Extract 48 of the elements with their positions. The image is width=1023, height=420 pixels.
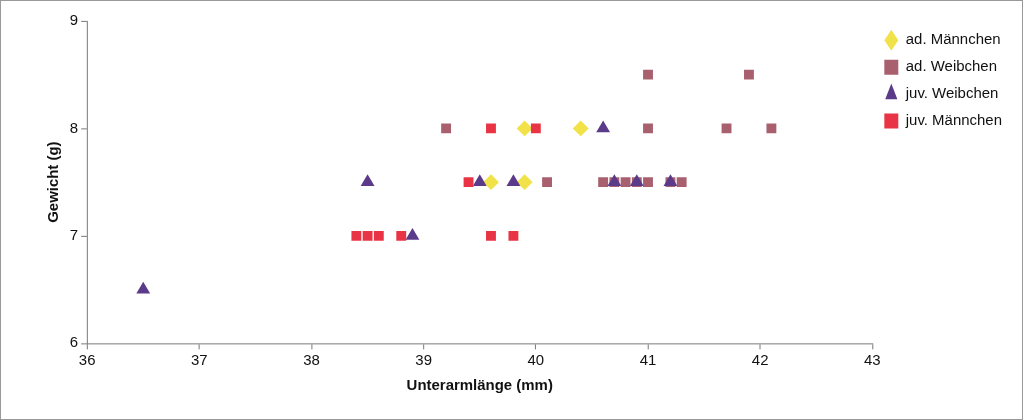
point: [516, 120, 533, 137]
x-tick-label: 38: [303, 351, 320, 369]
point: [486, 123, 496, 134]
x-tick-label: 41: [639, 351, 657, 369]
point: [351, 230, 362, 241]
point: [596, 120, 611, 133]
point: [482, 174, 499, 191]
point: [508, 230, 519, 241]
point: [643, 69, 653, 80]
point: [620, 177, 631, 188]
point: [744, 69, 754, 80]
point: [506, 174, 521, 187]
point: [766, 123, 777, 134]
point: [721, 123, 732, 134]
point: [463, 177, 474, 188]
point: [486, 230, 496, 241]
legend-label: juv. Männchen: [904, 111, 1002, 129]
legend-label: ad. Männchen: [905, 30, 1001, 48]
point: [676, 177, 687, 188]
x-tick-label: 37: [191, 351, 208, 369]
point: [572, 120, 589, 137]
point: [360, 174, 375, 187]
x-tick-label: 42: [751, 351, 769, 369]
point: [542, 177, 552, 188]
point: [472, 174, 487, 187]
point: [441, 123, 452, 134]
x-tick-label: 40: [527, 351, 545, 369]
x-tick-label: 43: [864, 351, 881, 369]
point: [643, 123, 653, 134]
point: [516, 174, 533, 191]
legend-label: ad. Weibchen: [905, 57, 997, 75]
legend-label: juv. Weibchen: [904, 84, 999, 102]
y-tick-label: 6: [69, 333, 79, 351]
point: [396, 230, 407, 241]
x-tick-label: 36: [78, 351, 96, 369]
point: [643, 177, 653, 188]
point: [530, 123, 541, 134]
x-axis-title: Unterarmlänge (mm): [406, 376, 553, 394]
point: [362, 230, 373, 241]
point: [373, 230, 384, 241]
point: [598, 177, 609, 188]
y-tick-label: 7: [69, 226, 79, 243]
point: [405, 227, 420, 240]
y-tick-label: 9: [69, 11, 79, 29]
y-tick-label: 8: [69, 118, 79, 136]
point: [136, 281, 151, 294]
x-tick-label: 39: [415, 351, 432, 369]
y-axis-title: Gewicht (g): [44, 141, 62, 223]
